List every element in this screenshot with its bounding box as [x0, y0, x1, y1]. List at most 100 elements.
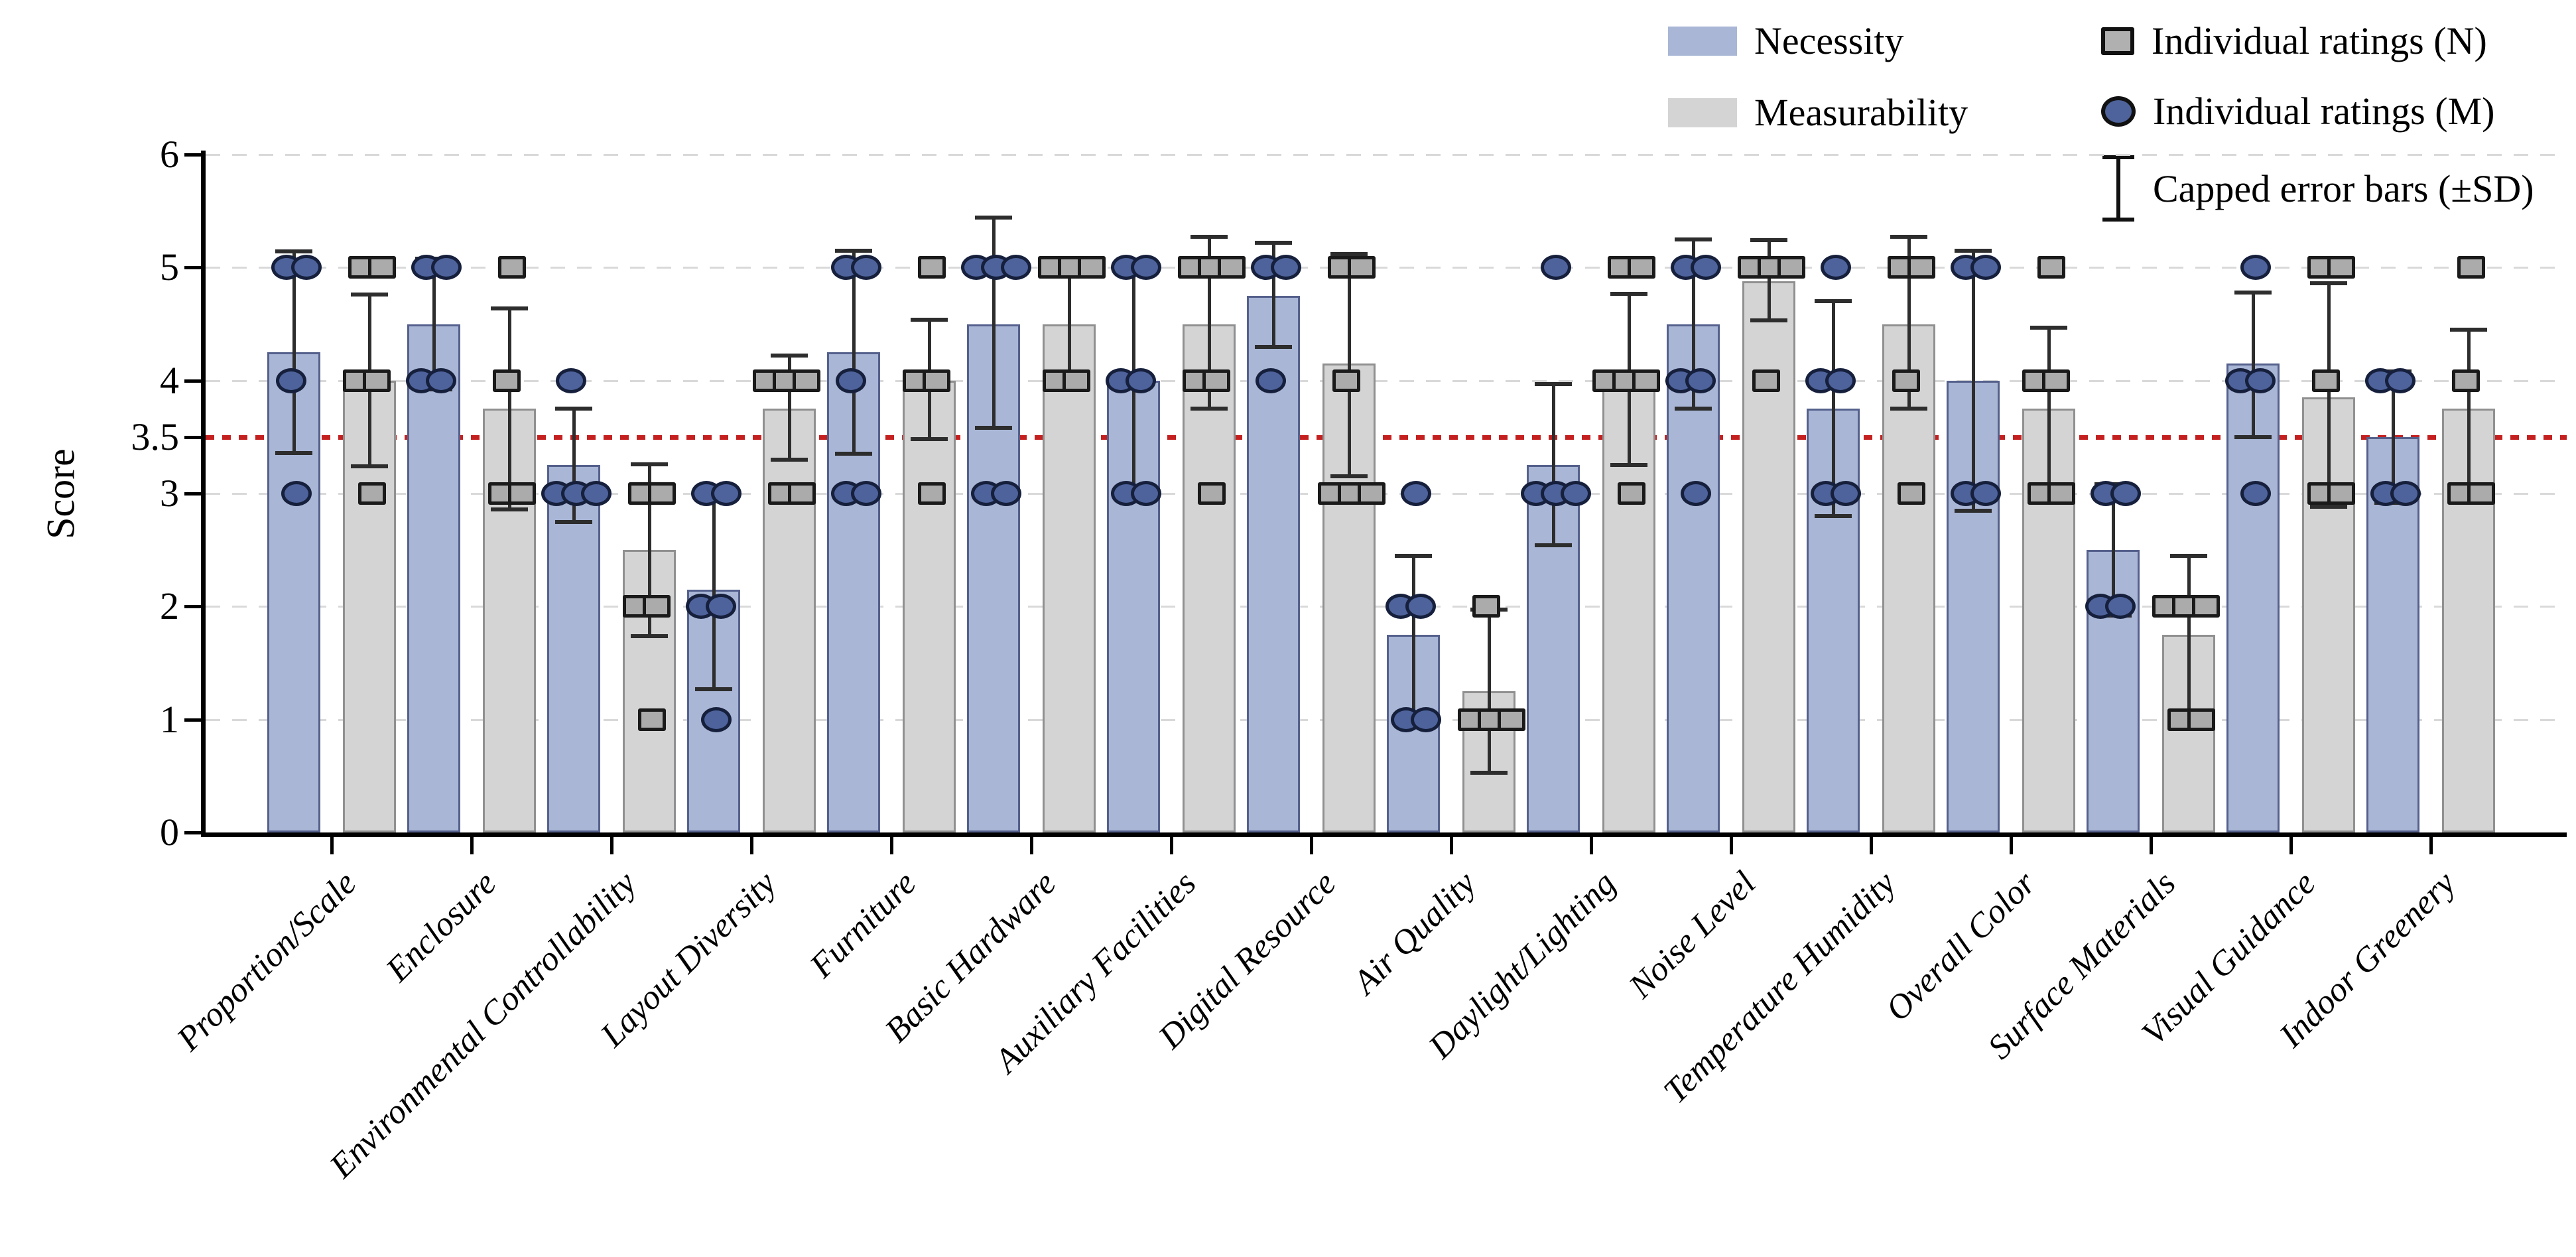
point-measurability-11-5: [1907, 256, 1935, 279]
x-tick: [2010, 837, 2013, 854]
legend-item-ratings-m: Individual ratings (M): [2101, 89, 2494, 133]
error-cap-top: [1890, 235, 1927, 239]
point-measurability-9-5: [1628, 256, 1655, 279]
point-measurability-15-4: [2452, 369, 2480, 392]
y-tick: [184, 435, 201, 439]
gridline-4: [206, 379, 2567, 382]
point-necessity-8-1: [1411, 706, 1441, 732]
point-measurability-3-3: [788, 482, 816, 505]
y-tick-label: 0: [160, 811, 179, 854]
error-cap-top: [631, 462, 668, 466]
error-cap-top: [771, 354, 808, 358]
error-cap-top: [555, 407, 592, 411]
error-cap-bottom: [2234, 434, 2272, 439]
error-cap-top: [2170, 553, 2207, 558]
point-necessity-4-5: [851, 255, 881, 281]
error-bar-measurability-14: [2327, 283, 2331, 507]
error-bar-icon: [2101, 154, 2136, 223]
point-necessity-11-4: [1825, 367, 1856, 393]
error-bar-measurability-6: [1208, 237, 1211, 409]
bar-necessity-2: [547, 465, 600, 832]
point-necessity-1-5: [431, 255, 462, 281]
x-tick: [1730, 837, 1733, 854]
point-measurability-5-4: [1063, 369, 1090, 392]
y-tick: [184, 379, 201, 383]
point-measurability-11-4: [1892, 369, 1920, 392]
error-bar-necessity-2: [572, 409, 576, 522]
error-bar-necessity-0: [292, 251, 296, 453]
legend-label: Necessity: [1754, 19, 1904, 62]
point-measurability-5-5: [1078, 256, 1106, 279]
point-necessity-4-3: [851, 481, 881, 506]
bar-necessity-14: [2226, 364, 2280, 832]
point-measurability-6-3: [1198, 482, 1226, 505]
error-bar-necessity-1: [432, 258, 436, 390]
point-necessity-12-5: [1970, 255, 2001, 281]
gridline-3: [206, 493, 2567, 495]
point-measurability-14-3: [2327, 482, 2355, 505]
point-necessity-10-3: [1681, 481, 1711, 506]
x-tick: [750, 837, 753, 854]
error-bar-necessity-5: [992, 218, 996, 429]
y-tick: [184, 831, 201, 834]
error-cap-bottom: [1470, 770, 1508, 775]
bar-measurability-3: [763, 409, 816, 832]
point-necessity-5-3: [991, 481, 1021, 506]
y-tick-label: 3: [160, 472, 179, 515]
point-necessity-11-3: [1831, 481, 1861, 506]
error-cap-bottom: [275, 450, 312, 455]
point-measurability-15-3: [2467, 482, 2495, 505]
point-measurability-7-4: [1332, 369, 1360, 392]
point-necessity-12-3: [1970, 481, 2001, 506]
error-bar-necessity-4: [852, 250, 856, 454]
error-cap-bottom: [351, 464, 388, 469]
point-necessity-14-4: [2245, 367, 2276, 393]
bar-measurability-4: [903, 380, 956, 832]
error-bar-measurability-12: [2047, 327, 2051, 490]
point-measurability-1-3: [508, 482, 536, 505]
error-bar-necessity-12: [1972, 250, 1975, 511]
point-necessity-13-2: [2105, 594, 2136, 620]
legend-item-measurability: Measurability: [1668, 90, 1968, 135]
point-measurability-1-5: [498, 256, 526, 279]
error-bar-necessity-10: [1692, 239, 1695, 409]
point-necessity-15-4: [2385, 367, 2415, 393]
x-tick: [1310, 837, 1313, 854]
error-cap-bottom: [1890, 407, 1927, 411]
error-cap-top: [1610, 291, 1647, 296]
x-tick: [2289, 837, 2293, 854]
point-necessity-9-3: [1561, 481, 1591, 506]
y-tick-label: 6: [160, 133, 179, 176]
point-necessity-15-3: [2390, 481, 2421, 506]
error-bar-necessity-3: [712, 489, 716, 689]
error-cap-bottom: [975, 426, 1012, 430]
error-cap-bottom: [631, 633, 668, 638]
error-cap-bottom: [835, 452, 872, 456]
point-measurability-0-5: [368, 256, 396, 279]
error-cap-top: [1255, 240, 1292, 245]
point-necessity-0-5: [291, 255, 322, 281]
point-measurability-3-4: [793, 369, 820, 392]
error-cap-top: [975, 216, 1012, 220]
error-cap-top: [1395, 553, 1432, 558]
legend-item-error-bars: Capped error bars (±SD): [2101, 154, 2534, 223]
error-cap-top: [1750, 238, 1787, 243]
y-tick-label: 5: [160, 245, 179, 289]
error-cap-bottom: [1255, 344, 1292, 349]
legend-label: Individual ratings (N): [2152, 19, 2487, 62]
measurability-swatch-icon: [1668, 98, 1737, 127]
point-measurability-2-2: [643, 595, 671, 618]
error-cap-top: [1955, 248, 1992, 253]
point-measurability-4-5: [918, 256, 946, 279]
point-measurability-10-4: [1752, 369, 1780, 392]
x-tick: [1450, 837, 1453, 854]
point-necessity-7-5: [1271, 255, 1301, 281]
point-measurability-9-4: [1632, 369, 1660, 392]
point-measurability-0-3: [358, 482, 386, 505]
point-necessity-13-3: [2110, 481, 2141, 506]
legend-label: Individual ratings (M): [2153, 90, 2495, 133]
y-tick: [184, 153, 201, 157]
error-cap-bottom: [1750, 318, 1787, 323]
